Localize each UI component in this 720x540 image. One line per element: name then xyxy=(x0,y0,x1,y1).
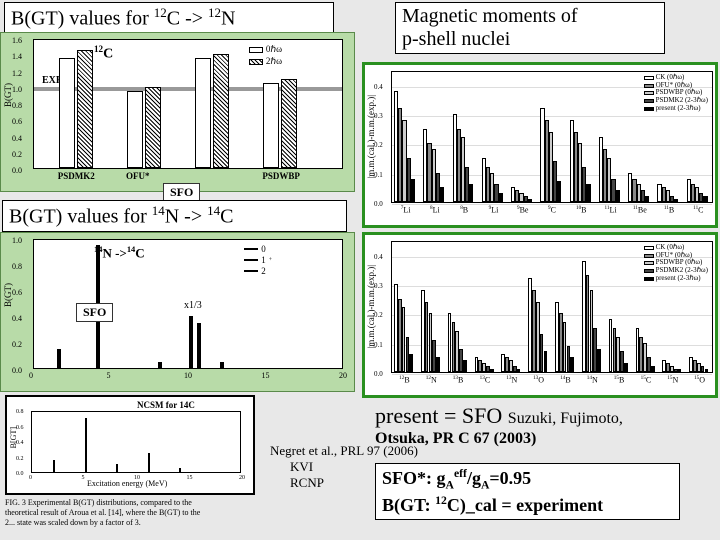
ncsm-cap2: theoretical result of Aroua et al. [14],… xyxy=(5,508,200,517)
title-bgt-12c: B(GT) values for 12C -> 12N xyxy=(4,2,334,34)
sfo-label-2: SFO xyxy=(76,303,113,322)
sfob-l1c: eff xyxy=(454,467,467,480)
t1-c: N xyxy=(221,8,235,30)
t2-l2: p-shell nuclei xyxy=(402,28,658,51)
t3-c: C xyxy=(220,206,233,228)
mm-bot-panel: |m.m.(cal.)-m.m.(exp.)| 0.00.10.20.30.4C… xyxy=(362,232,718,398)
chart-bgt-12c: B(GT) 0.00.20.40.60.81.01.21.41.6EXP12C0… xyxy=(0,32,355,192)
ncsm-cap3: 2... state was scaled down by a factor o… xyxy=(5,518,141,527)
t1-a: B(GT) values for xyxy=(11,8,154,30)
mmb-plot: 0.00.10.20.30.4CK (0ℏω)OFU* (0ℏω)PSDWBP … xyxy=(391,241,713,373)
t1-sup1: 12 xyxy=(154,5,167,20)
mmb-xl: 12B12N13B13C13N13O14B14N15B15C15N15O xyxy=(391,375,713,391)
sfob-l1f: =0.95 xyxy=(489,468,531,488)
chart-bgt-14n: B(GT) 0.00.20.40.60.81.014N ->14C01+2x1/… xyxy=(0,232,355,392)
sfob-l1d: /g xyxy=(467,468,481,488)
mmt-yl: |m.m.(cal.)-m.m.(exp.)| xyxy=(366,95,376,179)
present-a: present = SFO xyxy=(375,403,502,428)
mm-top-panel: |m.m.(cal.)-m.m.(exp.)| 0.00.10.20.30.4C… xyxy=(362,62,718,228)
sfob-l2: B(GT: 12C)_cal = experiment xyxy=(382,493,673,517)
title-mm: Magnetic moments of p-shell nuclei xyxy=(395,2,665,54)
otsuka-ref: Otsuka, PR C 67 (2003) xyxy=(375,430,536,448)
present-line: present = SFO Suzuki, Fujimoto, xyxy=(375,403,623,429)
sfob-l1: SFO*: gAeff/gA=0.95 xyxy=(382,466,673,493)
t1-sup2: 12 xyxy=(208,5,221,20)
mmt-xl: 7Li8Li8B9Li9Be9C10B11Li11Be11B11C xyxy=(391,205,713,221)
sfob-l2a: B(GT: xyxy=(382,495,435,515)
t3-s1: 14 xyxy=(152,203,165,218)
c1-plot: 0.00.20.40.60.81.01.21.41.6EXP12C0ℏω2ℏω xyxy=(33,39,343,169)
ncsm-inset: NCSM for 14C B[GT] 0.00.20.40.60.8051015… xyxy=(5,395,255,495)
mmb-yl: |m.m.(cal.)-m.m.(exp.)| xyxy=(366,265,376,349)
ncsm-cap1: FIG. 3 Experimental B(GT) distributions,… xyxy=(5,498,192,507)
sfob-l2c: C)_cal = experiment xyxy=(447,495,603,515)
t3-a: B(GT) values for xyxy=(9,206,152,228)
sfo-star-box: SFO*: gAeff/gA=0.95 B(GT: 12C)_cal = exp… xyxy=(375,463,680,520)
t3-b: N -> xyxy=(165,206,207,228)
rcnp-label: RCNP xyxy=(290,475,324,491)
mmt-plot: 0.00.10.20.30.4CK (0ℏω)OFU* (0ℏω)PSDWBP … xyxy=(391,71,713,203)
ncsm-plot: 0.00.20.40.60.805101520 xyxy=(31,411,241,473)
ncsm-title: NCSM for 14C xyxy=(137,400,195,410)
t2-l1: Magnetic moments of xyxy=(402,5,658,28)
kvi-label: KVI xyxy=(290,459,313,475)
present-b: Suzuki, Fujimoto, xyxy=(508,410,623,427)
sfob-l2b: 12 xyxy=(435,494,447,507)
ncsm-xl: Excitation energy (MeV) xyxy=(87,479,167,488)
sfob-l1b: A xyxy=(446,479,454,492)
title-bgt-14n: B(GT) values for 14N -> 14C xyxy=(2,200,347,232)
t3-s2: 14 xyxy=(207,203,220,218)
t1-b: C -> xyxy=(167,8,208,30)
c2-xt: 05101520 xyxy=(33,371,343,383)
sfob-l1a: SFO*: g xyxy=(382,468,446,488)
